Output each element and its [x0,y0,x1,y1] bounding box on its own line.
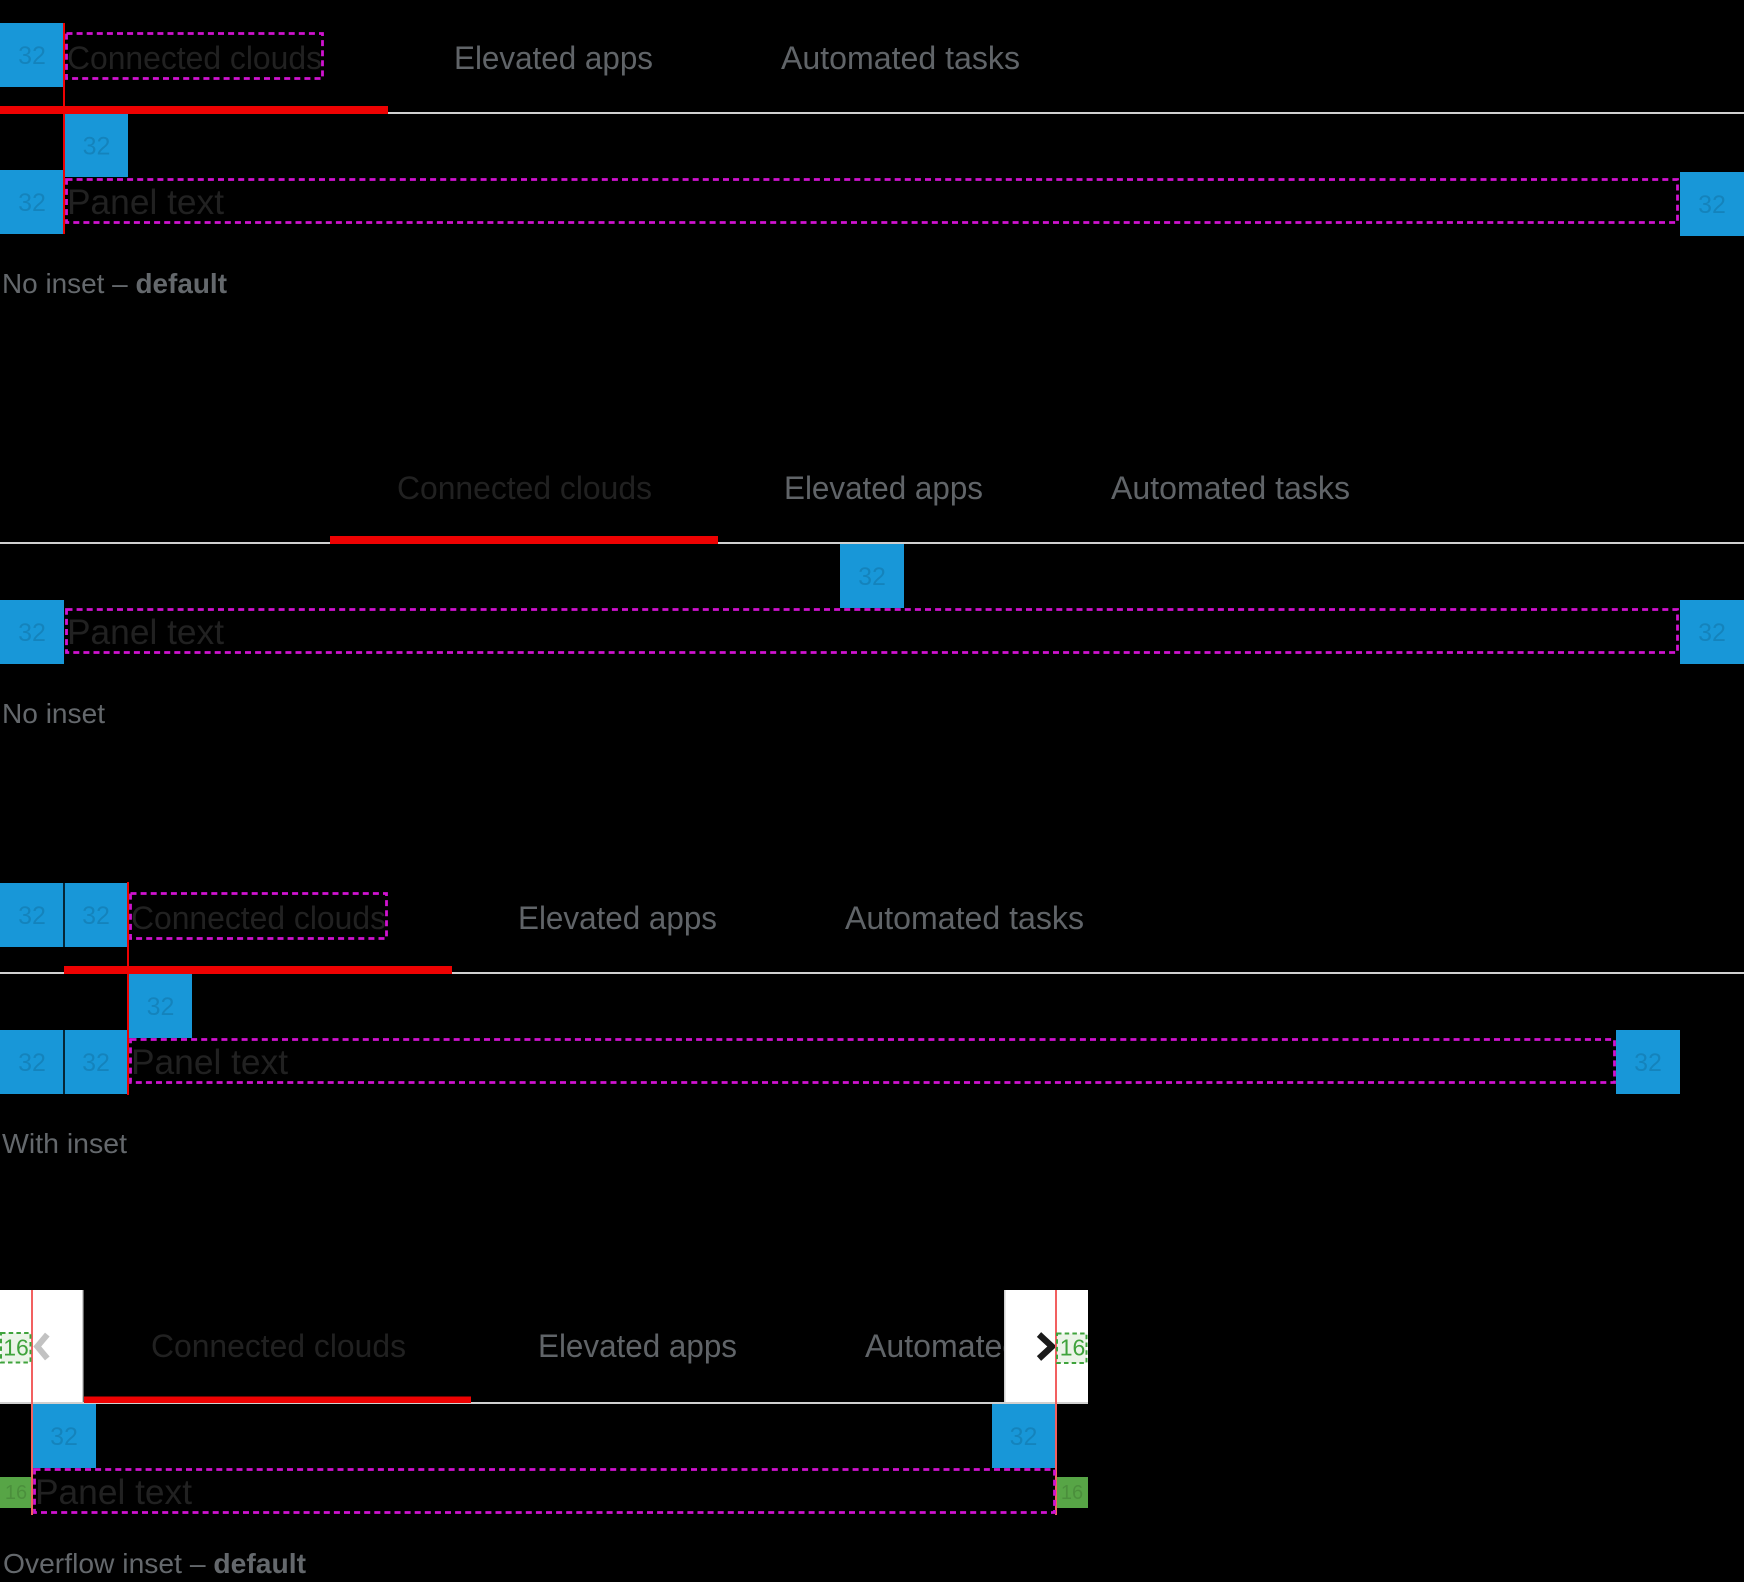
svg-text:No inset: No inset [2,698,105,729]
svg-text:16: 16 [5,1482,27,1504]
svg-text:32: 32 [82,902,110,930]
svg-text:32: 32 [147,993,175,1021]
svg-text:16: 16 [1060,1335,1086,1361]
svg-text:32: 32 [18,42,46,70]
svg-text:With inset: With inset [2,1128,127,1159]
svg-text:Overflow inset – default: Overflow inset – default [3,1548,306,1579]
svg-text:Elevated apps: Elevated apps [518,900,717,936]
svg-text:Connected clouds: Connected clouds [151,1328,406,1364]
svg-text:Automated tasks: Automated tasks [1111,470,1350,506]
svg-text:32: 32 [1010,1423,1038,1451]
svg-text:Connected clouds: Connected clouds [131,900,386,936]
svg-text:32: 32 [1698,191,1726,219]
svg-text:32: 32 [18,189,46,217]
svg-text:No inset – default: No inset – default [2,268,227,299]
svg-text:Connected clouds: Connected clouds [67,40,322,76]
svg-text:32: 32 [50,1423,78,1451]
svg-text:Panel text: Panel text [67,183,224,222]
svg-text:32: 32 [1698,619,1726,647]
svg-text:Automated tasks: Automated tasks [781,40,1020,76]
svg-text:Elevated apps: Elevated apps [784,470,983,506]
svg-text:Automated tasks: Automated tasks [845,900,1084,936]
svg-text:Panel text: Panel text [67,613,224,652]
svg-text:32: 32 [18,902,46,930]
svg-text:16: 16 [3,1335,29,1361]
svg-text:32: 32 [18,619,46,647]
svg-text:Panel text: Panel text [35,1473,192,1512]
svg-text:32: 32 [18,1049,46,1077]
svg-text:Automated tasks: Automated tasks [865,1328,1104,1364]
svg-text:Elevated apps: Elevated apps [454,40,653,76]
svg-text:Panel text: Panel text [131,1043,288,1082]
svg-text:Connected clouds: Connected clouds [397,470,652,506]
svg-text:32: 32 [82,1049,110,1077]
svg-text:16: 16 [1061,1482,1083,1504]
svg-text:32: 32 [1634,1049,1662,1077]
svg-text:32: 32 [83,133,111,161]
svg-text:Elevated apps: Elevated apps [538,1328,737,1364]
svg-text:32: 32 [858,563,886,591]
